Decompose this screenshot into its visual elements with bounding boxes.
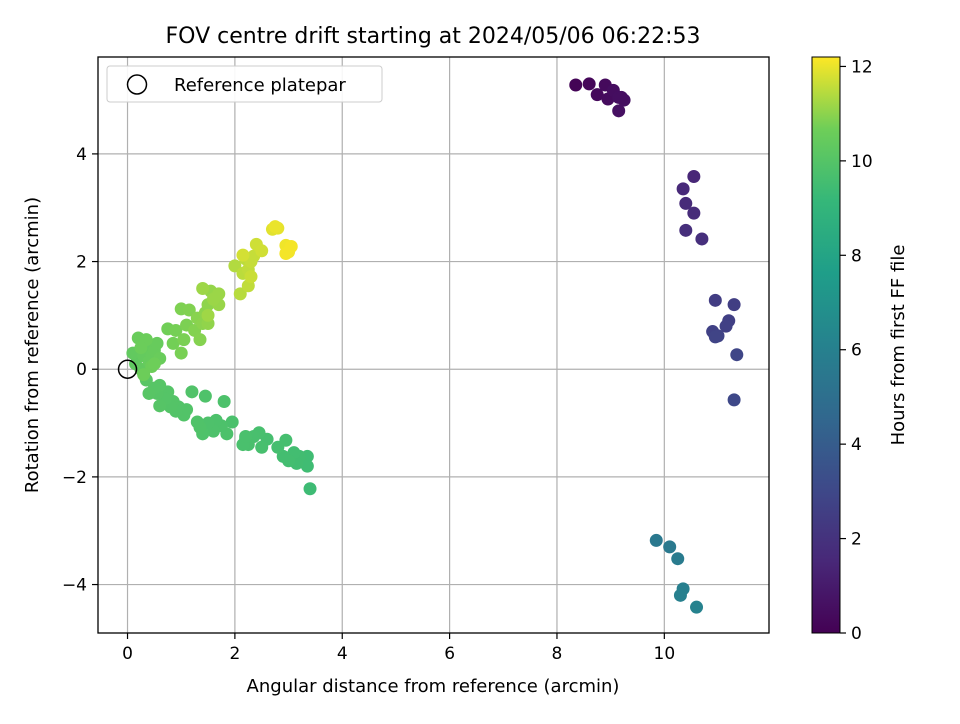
x-axis-ticks: 0 2 4 6 8 10	[122, 633, 675, 664]
data-point	[569, 78, 583, 92]
legend-label: Reference platepar	[174, 75, 346, 96]
reference-platepar-marker	[117, 359, 138, 379]
data-point	[196, 281, 210, 295]
data-point	[233, 287, 247, 301]
data-point	[673, 588, 687, 602]
data-point	[730, 348, 744, 362]
colorbar-tick-label: 6	[851, 341, 862, 361]
data-point	[268, 220, 282, 234]
x-tick-label: 10	[654, 644, 676, 664]
data-point	[217, 395, 231, 409]
data-point	[198, 389, 212, 403]
data-point	[719, 319, 733, 333]
data-point	[212, 287, 226, 301]
data-points	[126, 77, 744, 614]
x-axis-label: Angular distance from reference (arcmin)	[247, 676, 620, 697]
data-point	[679, 196, 693, 210]
data-point	[727, 393, 741, 407]
x-tick-label: 0	[122, 644, 133, 664]
data-point	[663, 540, 677, 554]
data-point	[612, 104, 626, 118]
colorbar-label: Hours from first FF file	[888, 245, 909, 446]
data-point	[255, 244, 269, 258]
y-axis-ticks: −4 −2 0 2 4	[62, 145, 98, 596]
data-point	[236, 248, 250, 262]
colorbar-gradient	[811, 56, 841, 634]
data-point	[169, 323, 183, 337]
y-tick-label: 0	[76, 360, 87, 380]
colorbar-tick-label: 12	[851, 57, 873, 77]
grid-lines	[98, 57, 769, 633]
colorbar-tick-label: 0	[851, 624, 862, 644]
data-point	[137, 368, 151, 382]
data-point	[708, 293, 722, 307]
chart-title: FOV centre drift starting at 2024/05/06 …	[166, 24, 701, 49]
y-tick-label: 2	[76, 253, 87, 273]
colorbar-tick-label: 10	[851, 152, 873, 172]
colorbar-tick-label: 8	[851, 246, 862, 266]
data-point	[255, 440, 269, 454]
colorbar-tick-label: 4	[851, 435, 862, 455]
data-point	[271, 440, 285, 454]
data-point	[582, 77, 596, 91]
data-point	[134, 341, 148, 355]
data-point	[185, 385, 199, 399]
data-point	[239, 430, 253, 444]
y-tick-label: −2	[62, 468, 87, 488]
data-point	[690, 600, 704, 614]
data-point	[676, 182, 690, 196]
data-point	[182, 303, 196, 317]
data-point	[679, 223, 693, 237]
data-point	[727, 298, 741, 312]
data-point	[300, 459, 314, 473]
data-point	[590, 88, 604, 102]
legend-box	[106, 65, 383, 103]
x-tick-label: 8	[552, 644, 563, 664]
data-point	[166, 336, 180, 350]
data-point	[190, 415, 204, 429]
data-point	[142, 386, 156, 400]
colorbar-ticks: 0 2 4 6 8 10 12	[840, 57, 873, 644]
colorbar: 0 2 4 6 8 10 12 Hours from first FF file	[811, 56, 909, 644]
data-point	[614, 90, 628, 104]
data-point	[279, 246, 293, 260]
legend: Reference platepar	[106, 65, 383, 103]
data-point	[708, 330, 722, 344]
x-tick-label: 6	[444, 644, 455, 664]
data-point	[153, 399, 167, 413]
data-point	[193, 333, 207, 347]
data-point	[147, 357, 161, 371]
data-point	[177, 333, 191, 347]
data-point	[695, 232, 709, 246]
data-point	[671, 552, 685, 566]
x-tick-label: 4	[337, 644, 348, 664]
y-tick-label: 4	[76, 145, 87, 165]
data-point	[687, 170, 701, 184]
x-tick-label: 2	[229, 644, 240, 664]
data-point	[225, 415, 239, 429]
legend-marker-open-circle-icon	[126, 74, 148, 95]
plot-frame	[97, 56, 770, 634]
data-point	[687, 206, 701, 220]
data-point	[150, 336, 164, 350]
colorbar-tick-label: 2	[851, 530, 862, 550]
data-point	[303, 482, 317, 496]
data-point	[201, 308, 215, 322]
y-tick-label: −4	[62, 576, 87, 596]
data-point	[174, 346, 188, 360]
y-axis-label: Rotation from reference (arcmin)	[22, 197, 43, 493]
data-point	[649, 533, 663, 547]
data-point	[244, 270, 258, 284]
